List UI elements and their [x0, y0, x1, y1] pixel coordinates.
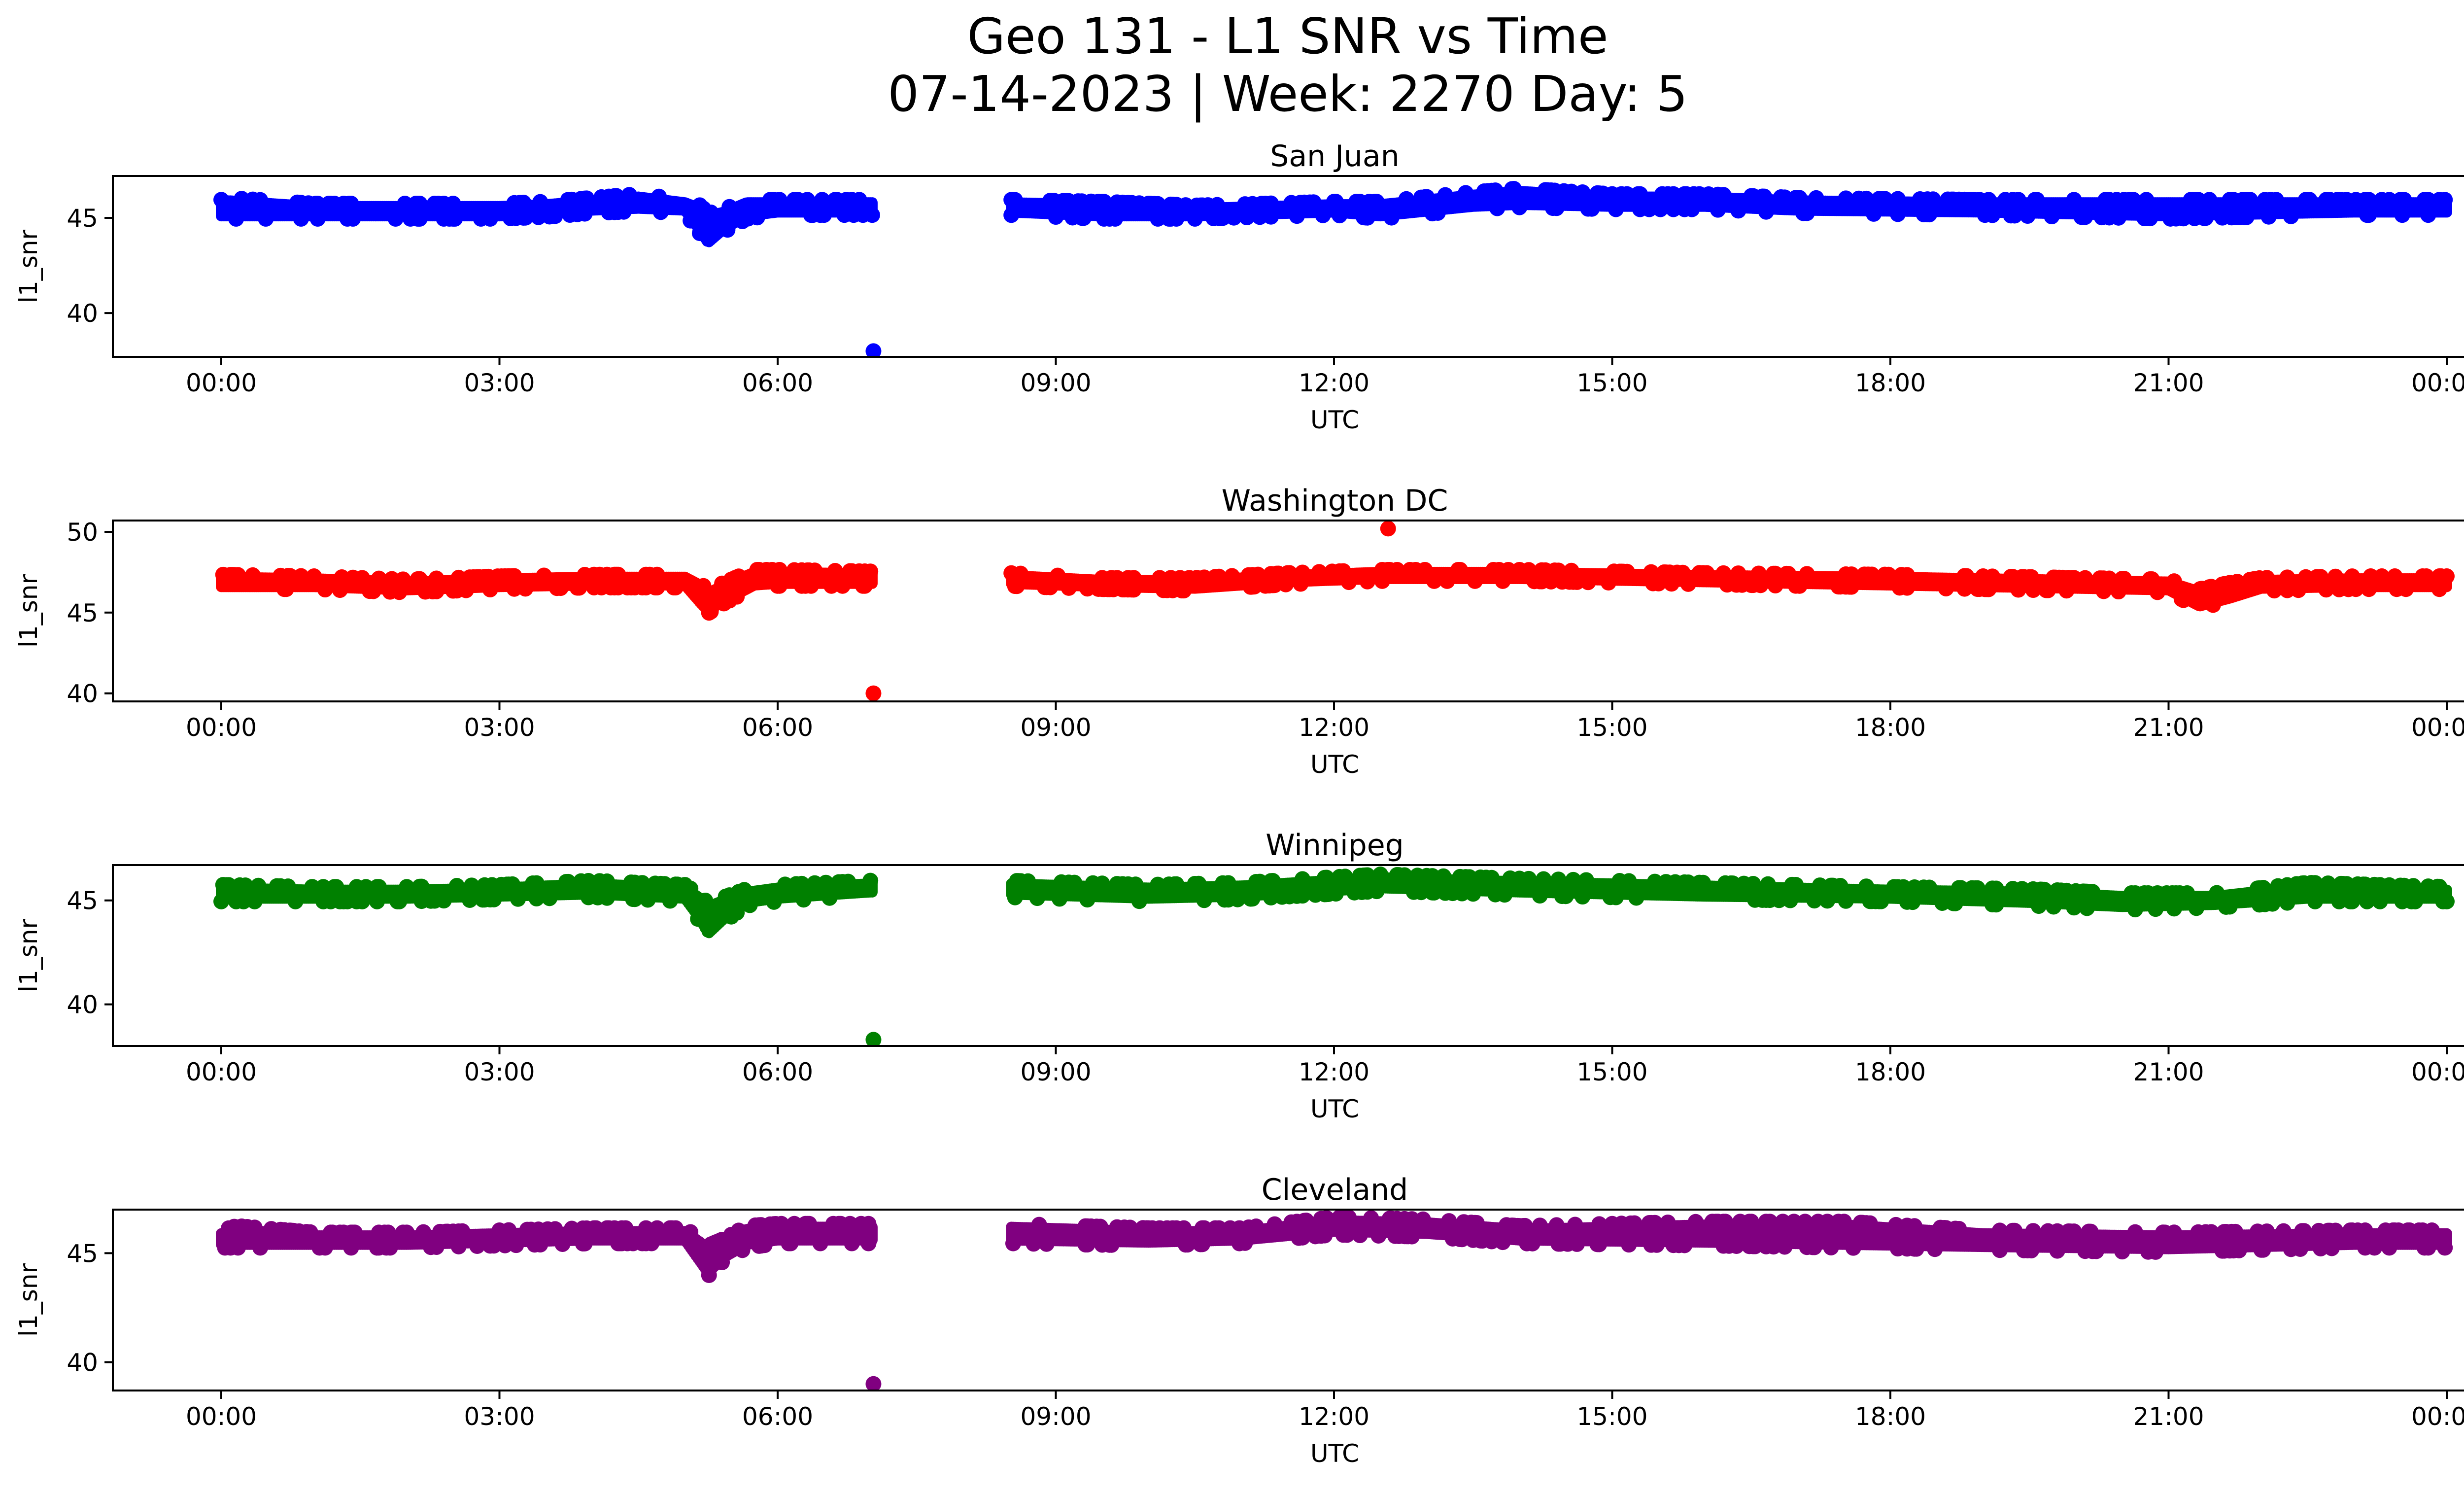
x-tick-label: 00:00 [2411, 713, 2464, 742]
x-axis-label: UTC [1310, 1095, 1359, 1123]
data-point [2439, 893, 2455, 909]
x-tick-label: 03:00 [464, 713, 535, 742]
y-tick-label: 45 [67, 887, 98, 915]
x-tick-label: 12:00 [1299, 713, 1369, 742]
y-tick-label: 40 [67, 991, 98, 1019]
data-point-outlier [1380, 521, 1396, 537]
x-tick-label: 12:00 [1299, 369, 1369, 397]
y-tick-label: 45 [67, 204, 98, 233]
x-tick-label: 09:00 [1020, 1058, 1091, 1086]
data-series [213, 181, 2453, 357]
subplot-san-juan: San Juan 00:00 03:00 06:00 09:00 12:00 15:00 18… [14, 139, 2464, 434]
x-axis-label: UTC [1310, 750, 1359, 779]
x-tick-label: 09:00 [1020, 369, 1091, 397]
subplot-winnipeg: Winnipeg 00:00 03:00 06:00 09:00 12:00 15:00 18… [14, 828, 2464, 1123]
x-tick-label: 06:00 [742, 713, 813, 742]
y-tick-label: 40 [67, 299, 98, 328]
x-tick-label: 06:00 [742, 1058, 813, 1086]
y-axis-label: l1_snr [14, 574, 43, 648]
x-tick-label: 18:00 [1855, 369, 1926, 397]
data-point-outlier [865, 1032, 882, 1046]
x-tick-label: 21:00 [2133, 1058, 2204, 1086]
y-tick-label: 40 [67, 680, 98, 708]
x-tick-label: 00:00 [2411, 1058, 2464, 1086]
x-tick-label: 15:00 [1576, 369, 1647, 397]
data-point-outlier [865, 343, 882, 357]
figure-title-line-1: Geo 131 - L1 SNR vs Time [967, 7, 1608, 65]
x-tick-label: 21:00 [2133, 369, 2204, 397]
y-tick-label: 50 [67, 518, 98, 547]
data-series [215, 521, 2455, 701]
x-tick-label: 03:00 [464, 369, 535, 397]
subplot-title: San Juan [1270, 139, 1399, 174]
subplot-title: Cleveland [1262, 1173, 1408, 1207]
x-tick-label: 03:00 [464, 1058, 535, 1086]
x-axis-label: UTC [1310, 406, 1359, 434]
subplots: San Juan 00:00 03:00 06:00 09:00 12:00 15:00 18… [14, 139, 2464, 1468]
x-tick-label: 18:00 [1855, 1058, 1926, 1086]
data-point-outlier [865, 685, 882, 701]
data-series [216, 1210, 2453, 1391]
data-point [2439, 568, 2455, 585]
subplot-title: Washington DC [1222, 484, 1448, 518]
data-point [864, 207, 880, 223]
x-tick-label: 00:00 [186, 369, 257, 397]
x-tick-label: 15:00 [1576, 1058, 1647, 1086]
subplot-washington-dc: Washington DC 00:00 03:00 06:00 09:00 12:00 15… [14, 484, 2464, 779]
x-tick-label: 00:00 [2411, 369, 2464, 397]
x-tick-label: 09:00 [1020, 713, 1091, 742]
subplot-title: Winnipeg [1266, 828, 1404, 863]
x-tick-label: 15:00 [1576, 713, 1647, 742]
x-tick-label: 06:00 [742, 369, 813, 397]
x-tick-label: 12:00 [1299, 1058, 1369, 1086]
y-axis-label: l1_snr [14, 230, 43, 303]
y-axis-label: l1_snr [14, 919, 43, 992]
x-tick-label: 21:00 [2133, 713, 2204, 742]
x-tick-label: 00:00 [186, 713, 257, 742]
data-series [213, 866, 2455, 1046]
x-tick-label: 00:00 [186, 1058, 257, 1086]
x-tick-label: 18:00 [1855, 713, 1926, 742]
figure-title-line-2: 07-14-2023 | Week: 2270 Day: 5 [888, 65, 1687, 123]
y-tick-label: 45 [67, 599, 98, 627]
